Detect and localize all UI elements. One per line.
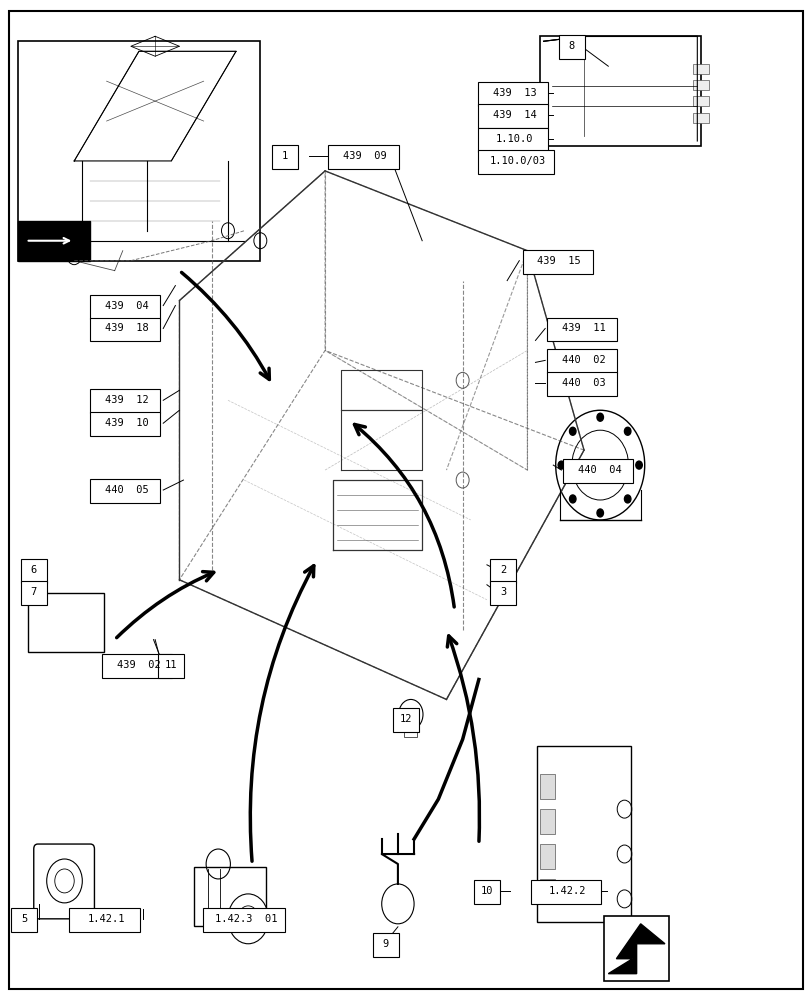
Circle shape [596,509,603,517]
Text: 1.42.3  01: 1.42.3 01 [214,914,277,924]
Circle shape [624,495,630,503]
Circle shape [569,495,575,503]
Text: 1.10.0: 1.10.0 [496,134,533,144]
FancyBboxPatch shape [328,145,398,169]
Text: 2: 2 [500,565,505,575]
Text: 439  04: 439 04 [105,301,148,311]
Text: 1.42.2: 1.42.2 [548,886,586,896]
FancyBboxPatch shape [478,128,547,152]
Circle shape [38,573,46,583]
Text: 440  03: 440 03 [561,378,605,388]
FancyBboxPatch shape [539,36,701,146]
Text: 9: 9 [382,939,388,949]
FancyBboxPatch shape [546,372,616,396]
FancyBboxPatch shape [693,113,709,123]
Text: 8: 8 [568,41,574,51]
FancyBboxPatch shape [693,64,709,74]
Text: 12: 12 [399,714,412,724]
Text: 7: 7 [31,587,36,597]
Text: 439  13: 439 13 [492,88,536,98]
FancyBboxPatch shape [490,581,516,605]
FancyBboxPatch shape [194,867,266,926]
FancyBboxPatch shape [490,559,516,583]
FancyBboxPatch shape [11,908,37,932]
FancyBboxPatch shape [474,880,500,904]
FancyBboxPatch shape [536,746,630,922]
Text: 439  14: 439 14 [492,110,536,120]
FancyBboxPatch shape [530,880,600,904]
Text: 439  15: 439 15 [537,256,581,266]
FancyBboxPatch shape [69,908,139,932]
FancyBboxPatch shape [539,809,554,834]
Text: 1.10.0/03: 1.10.0/03 [489,156,545,166]
FancyBboxPatch shape [272,145,297,169]
Text: 3: 3 [500,587,505,597]
Text: 439  18: 439 18 [105,323,148,333]
FancyBboxPatch shape [89,389,160,413]
Text: 439  02: 439 02 [117,660,161,670]
Polygon shape [607,924,664,974]
Text: 440  02: 440 02 [561,355,605,365]
FancyBboxPatch shape [539,844,554,869]
FancyBboxPatch shape [34,844,94,919]
FancyBboxPatch shape [693,80,709,90]
Text: 439  10: 439 10 [105,418,148,428]
Circle shape [624,427,630,435]
FancyBboxPatch shape [28,593,104,652]
FancyBboxPatch shape [562,459,633,483]
Text: 440  05: 440 05 [105,485,148,495]
Text: 5: 5 [21,914,27,924]
FancyBboxPatch shape [603,916,668,981]
FancyBboxPatch shape [158,654,184,678]
FancyBboxPatch shape [404,717,417,737]
FancyBboxPatch shape [546,318,616,341]
Text: 10: 10 [480,886,492,896]
Text: 6: 6 [31,565,36,575]
Circle shape [557,461,564,469]
FancyBboxPatch shape [89,295,160,319]
FancyBboxPatch shape [101,654,172,678]
FancyBboxPatch shape [539,774,554,799]
FancyBboxPatch shape [21,559,47,583]
FancyBboxPatch shape [478,82,547,106]
FancyBboxPatch shape [21,581,47,605]
Text: 1.42.1: 1.42.1 [88,914,125,924]
Circle shape [596,413,603,421]
FancyBboxPatch shape [693,96,709,106]
FancyBboxPatch shape [89,479,160,503]
FancyBboxPatch shape [18,221,90,261]
Text: 1: 1 [281,151,287,161]
FancyBboxPatch shape [203,908,285,932]
Text: 440  04: 440 04 [577,465,621,475]
FancyBboxPatch shape [558,35,584,59]
FancyBboxPatch shape [18,41,260,261]
FancyBboxPatch shape [89,318,160,341]
FancyBboxPatch shape [539,879,554,904]
FancyBboxPatch shape [478,104,547,128]
Circle shape [569,427,575,435]
Text: 439  12: 439 12 [105,395,148,405]
FancyBboxPatch shape [546,349,616,373]
FancyBboxPatch shape [522,250,592,274]
Text: 439  11: 439 11 [561,323,605,333]
FancyBboxPatch shape [478,150,553,174]
Text: 439  09: 439 09 [343,151,387,161]
Circle shape [635,461,642,469]
FancyBboxPatch shape [372,933,398,957]
FancyBboxPatch shape [89,412,160,436]
Text: 11: 11 [165,660,178,670]
FancyBboxPatch shape [393,708,418,732]
